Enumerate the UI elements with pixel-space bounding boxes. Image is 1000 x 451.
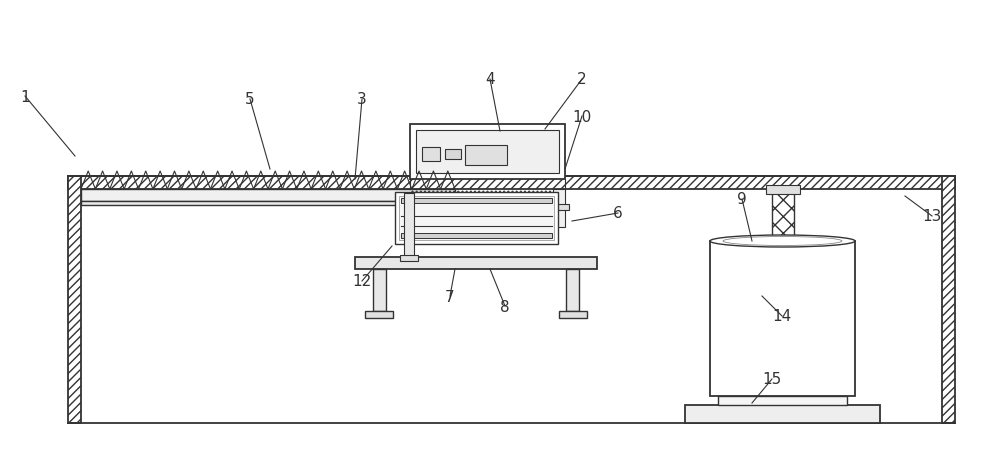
- Text: 6: 6: [613, 206, 623, 221]
- Text: 15: 15: [762, 372, 782, 387]
- Bar: [410, 125, 565, 179]
- Bar: [355, 258, 597, 269]
- Bar: [404, 193, 414, 258]
- Text: 2: 2: [577, 72, 587, 87]
- Text: 13: 13: [922, 209, 942, 224]
- Text: 10: 10: [572, 109, 592, 124]
- Bar: [68, 177, 955, 189]
- Bar: [401, 198, 552, 203]
- Bar: [422, 147, 440, 161]
- Bar: [365, 311, 393, 318]
- Bar: [553, 189, 565, 227]
- Bar: [772, 189, 794, 241]
- Text: 12: 12: [352, 274, 372, 289]
- Bar: [549, 204, 569, 211]
- Text: 9: 9: [737, 192, 747, 207]
- Text: 1: 1: [20, 89, 30, 104]
- Bar: [942, 177, 955, 423]
- Bar: [410, 189, 565, 202]
- Bar: [559, 311, 587, 318]
- Text: 3: 3: [357, 92, 367, 107]
- Bar: [68, 177, 955, 189]
- Bar: [942, 177, 955, 423]
- Bar: [772, 189, 794, 241]
- Bar: [399, 197, 554, 240]
- Bar: [81, 189, 455, 202]
- Bar: [373, 269, 386, 311]
- Bar: [710, 241, 855, 396]
- Text: 4: 4: [485, 72, 495, 87]
- Text: 8: 8: [500, 299, 510, 314]
- Text: 7: 7: [445, 289, 455, 304]
- Bar: [718, 396, 847, 405]
- Bar: [566, 269, 579, 311]
- Bar: [395, 193, 558, 244]
- Bar: [68, 177, 81, 423]
- Bar: [766, 238, 798, 244]
- Bar: [445, 150, 461, 160]
- Bar: [81, 202, 455, 206]
- Text: 5: 5: [245, 92, 255, 107]
- Bar: [685, 405, 880, 423]
- Bar: [401, 234, 552, 239]
- Text: 14: 14: [772, 309, 792, 324]
- Bar: [465, 146, 507, 166]
- Bar: [68, 177, 81, 423]
- Bar: [416, 131, 559, 174]
- Ellipse shape: [710, 235, 855, 248]
- Bar: [766, 186, 800, 194]
- Bar: [400, 255, 418, 262]
